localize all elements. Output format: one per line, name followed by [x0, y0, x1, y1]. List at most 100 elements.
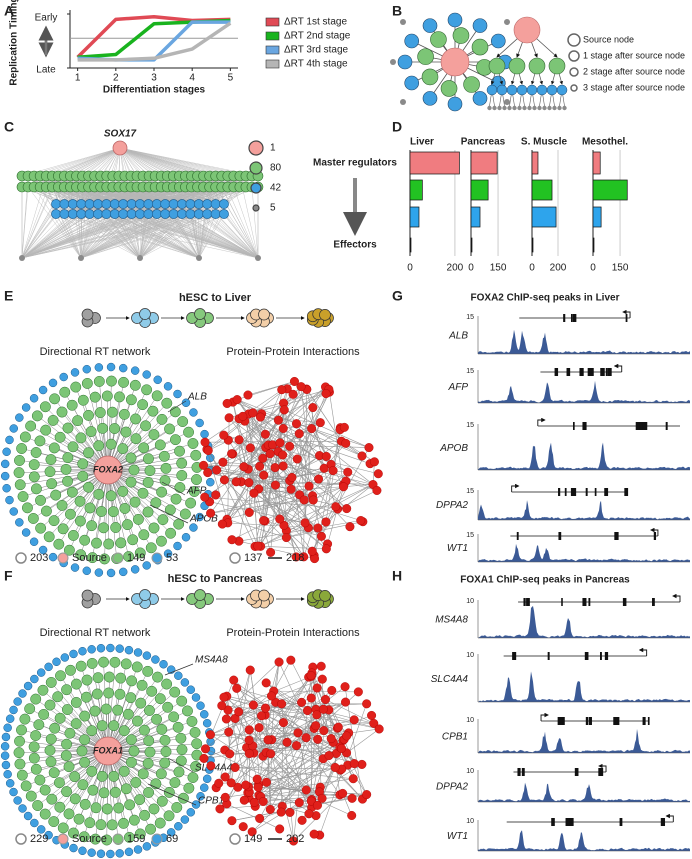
node [421, 68, 439, 86]
node [491, 33, 506, 49]
edge [233, 679, 330, 756]
node [48, 515, 60, 527]
edge [21, 213, 208, 259]
node [268, 440, 278, 450]
node [98, 656, 109, 668]
node [304, 809, 314, 819]
node [130, 366, 140, 375]
bar [592, 206, 602, 228]
node [83, 409, 94, 421]
node [162, 701, 174, 713]
node [276, 807, 286, 817]
node [206, 761, 216, 771]
exon [570, 314, 573, 322]
node [300, 518, 310, 528]
node [52, 657, 61, 667]
edge [251, 186, 259, 259]
edge [304, 486, 344, 524]
node [327, 685, 337, 695]
node [202, 209, 213, 219]
edge [312, 666, 355, 764]
node [14, 735, 25, 747]
exon [572, 314, 577, 322]
node [21, 528, 31, 537]
node [244, 725, 254, 735]
node [156, 795, 168, 807]
node [169, 777, 181, 788]
node [253, 782, 263, 792]
edge [80, 213, 216, 259]
node [44, 744, 56, 756]
node [176, 695, 188, 707]
node [118, 408, 130, 420]
node [261, 777, 271, 787]
node [504, 99, 510, 105]
node [51, 199, 61, 209]
node [220, 792, 230, 802]
edge [248, 482, 344, 485]
edge [258, 456, 327, 490]
panel-title: FOXA2 ChIP-seq peaks in Liver [471, 293, 620, 304]
node [106, 849, 115, 859]
node [96, 643, 106, 653]
node [226, 778, 236, 788]
node [546, 84, 558, 96]
panel-label: D [392, 119, 402, 135]
node [40, 424, 52, 436]
exon [641, 422, 646, 430]
exon [585, 488, 588, 496]
node [15, 413, 24, 422]
node [122, 519, 133, 531]
node [512, 105, 517, 111]
node [231, 477, 241, 487]
edge [254, 793, 343, 803]
edge [222, 389, 308, 463]
node [9, 787, 18, 797]
signal-track [478, 606, 690, 638]
panel-label: E [4, 288, 13, 304]
node [528, 57, 546, 75]
node [285, 807, 295, 817]
node [343, 467, 353, 477]
edge [21, 213, 157, 259]
node [130, 433, 142, 445]
edge [227, 661, 280, 711]
gene-label: DPPA2 [436, 500, 468, 511]
node [39, 784, 51, 796]
node [96, 849, 106, 859]
node [29, 394, 39, 403]
gene-label: CPB1 [198, 796, 224, 807]
edge [284, 409, 370, 448]
node [28, 471, 40, 483]
node [67, 199, 78, 209]
node [508, 57, 526, 75]
node [277, 385, 287, 395]
node [44, 830, 53, 840]
node [125, 394, 137, 406]
node [196, 701, 205, 710]
node [265, 804, 275, 814]
node [239, 462, 249, 472]
node [316, 531, 326, 541]
exon [622, 598, 627, 606]
node [452, 27, 470, 44]
node [140, 420, 152, 432]
node [113, 802, 125, 814]
edge [262, 710, 308, 757]
node [48, 816, 60, 828]
legend-label: 42 [270, 183, 282, 194]
node [522, 105, 527, 111]
node [181, 532, 191, 542]
legend-label: 218 [286, 552, 304, 564]
legend-label: 159 [127, 833, 145, 845]
node [120, 783, 132, 795]
node [219, 199, 229, 209]
legend-label: 2 stage after source node [583, 66, 685, 76]
node [95, 819, 107, 831]
node [77, 779, 89, 791]
node [229, 675, 239, 685]
node [21, 403, 31, 412]
node [59, 386, 71, 398]
panel-title: FOXA1 ChIP-seq peaks in Pancreas [460, 575, 630, 586]
